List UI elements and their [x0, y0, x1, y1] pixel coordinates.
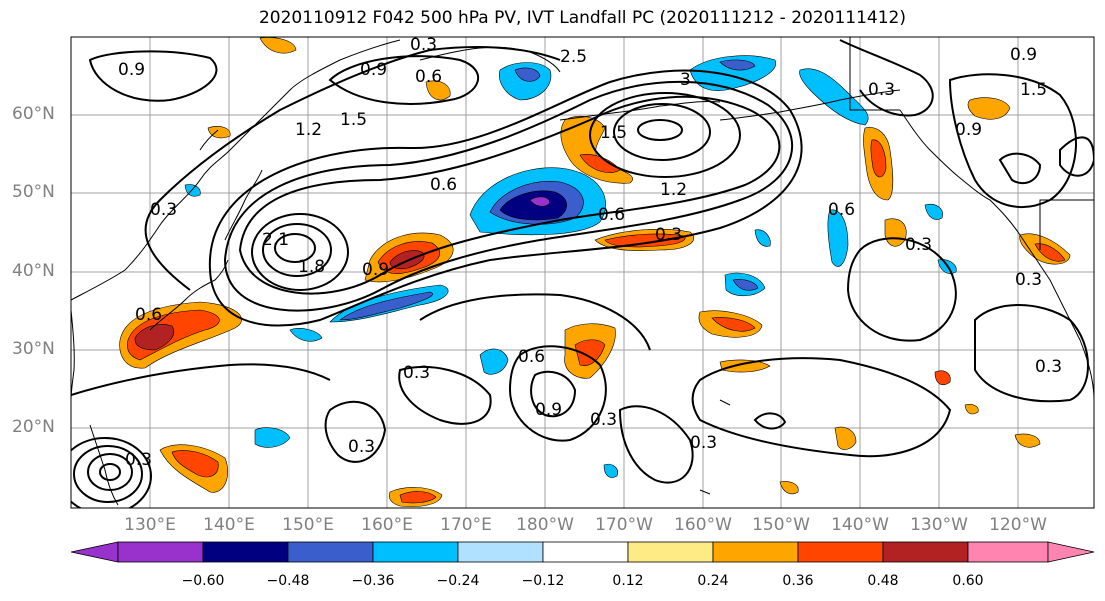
- colorbar-segment: [372, 541, 459, 563]
- colorbar-tick-label: −0.36: [351, 573, 395, 589]
- contour-label: 0.6: [598, 205, 625, 225]
- colorbar-tick-label: −0.48: [266, 573, 310, 589]
- colorbar-tick-label: 0.60: [952, 573, 984, 589]
- colorbar-segment: [882, 541, 969, 563]
- lat-label: 50°N: [12, 182, 55, 202]
- lat-label: 40°N: [12, 261, 55, 281]
- contour-label: 0.6: [828, 200, 855, 220]
- lat-label: 20°N: [12, 417, 55, 437]
- shaded-anomalies: [119, 37, 1071, 507]
- contour-label: 0.9: [535, 400, 562, 420]
- lon-label: 160°E: [361, 515, 413, 535]
- contour-label: 0.3: [403, 363, 430, 383]
- contour-label: 0.3: [655, 225, 682, 245]
- contour-label-group: 0.3 0.6 0.9 0.6 0.3 0.9 0.6 1.2 0.6 1.8 …: [118, 35, 1062, 470]
- lon-label: 130°E: [124, 515, 176, 535]
- lon-label: 150°E: [282, 515, 334, 535]
- colorbar-tick-label: 0.12: [612, 573, 644, 589]
- contour-label: 0.3: [150, 200, 177, 220]
- plot-border: [70, 36, 1095, 509]
- contour-label: 2.5: [560, 47, 587, 67]
- contour-label: 0.9: [360, 60, 387, 80]
- contour-label: 0.3: [590, 410, 617, 430]
- colorbar-tick-label: −0.60: [181, 573, 225, 589]
- contour-label: 0.3: [125, 450, 152, 470]
- colorbar-segment: [627, 541, 714, 563]
- colorbar-extend-min: [70, 541, 119, 563]
- contour-label: 0.3: [905, 235, 932, 255]
- colorbar-tick-label: 0.36: [782, 573, 814, 589]
- colorbar-extend-max: [1047, 541, 1095, 563]
- contour-label: 3: [680, 70, 691, 90]
- colorbar-segment: [967, 541, 1049, 563]
- contour-label: 0.3: [348, 437, 375, 457]
- coastlines: [71, 37, 1094, 506]
- contour-label: 0.6: [430, 175, 457, 195]
- colorbar-segment: [542, 541, 629, 563]
- colorbar-segment: [797, 541, 884, 563]
- contour-label: 0.6: [135, 305, 162, 325]
- lon-label: 170°W: [595, 515, 653, 535]
- colorbar-tick-label: 0.48: [867, 573, 899, 589]
- contour-label: 0.3: [868, 80, 895, 100]
- contour-label: 1.2: [660, 180, 687, 200]
- contour-label: 1.5: [340, 110, 367, 130]
- contour-label: 2.1: [262, 230, 289, 250]
- colorbar-segment: [457, 541, 544, 563]
- lat-label: 60°N: [12, 104, 55, 124]
- lon-label: 160°W: [674, 515, 732, 535]
- colorbar-tick-label: 0.24: [697, 573, 729, 589]
- colorbar-segment: [712, 541, 799, 563]
- contour-label: 0.9: [118, 60, 145, 80]
- colorbar-segment: [117, 541, 204, 563]
- contour-label: 0.6: [415, 67, 442, 87]
- lon-label: 140°W: [831, 515, 889, 535]
- contour-label: 1.5: [600, 123, 627, 143]
- contour-label: 0.3: [1035, 357, 1062, 377]
- contour-label: 0.9: [955, 120, 982, 140]
- contour-label: 0.6: [518, 347, 545, 367]
- colorbar-segment: [287, 541, 374, 563]
- lon-label: 140°E: [203, 515, 255, 535]
- pv-contours: [71, 39, 1094, 508]
- map-title: 2020110912 F042 500 hPa PV, IVT Landfall…: [258, 8, 906, 28]
- contour-label: 0.9: [362, 260, 389, 280]
- gridlines: [71, 37, 1094, 508]
- contour-label: 1.2: [295, 120, 322, 140]
- colorbar-segment: [202, 541, 289, 563]
- lon-label: 170°E: [440, 515, 492, 535]
- lon-label: 130°W: [910, 515, 968, 535]
- colorbar-tick-label: −0.24: [436, 573, 480, 589]
- colorbar: [70, 541, 1095, 563]
- contour-label: 0.3: [410, 35, 437, 55]
- lon-label: 120°W: [989, 515, 1047, 535]
- contour-label: 1.5: [1020, 80, 1047, 100]
- lat-label: 30°N: [12, 339, 55, 359]
- contour-label: 0.3: [690, 433, 717, 453]
- contour-label: 0.3: [1015, 270, 1042, 290]
- contour-label: 1.8: [298, 257, 325, 277]
- lon-label: 150°W: [752, 515, 810, 535]
- lon-label: 180°W: [516, 515, 574, 535]
- colorbar-tick-label: −0.12: [521, 573, 565, 589]
- contour-label: 0.9: [1010, 45, 1037, 65]
